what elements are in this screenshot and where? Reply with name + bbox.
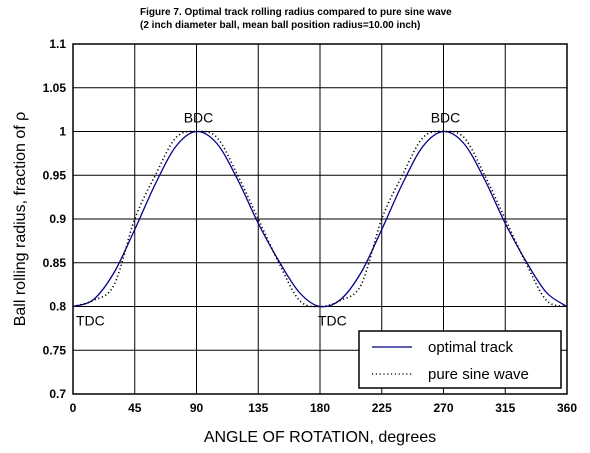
y-tick-label: 1 [59,125,66,139]
y-tick-label: 0.75 [43,343,67,357]
x-axis-title: ANGLE OF ROTATION, degrees [204,429,436,446]
chart-subtitle: (2 inch diameter ball, mean ball positio… [140,20,420,31]
y-tick-label: 1.1 [49,37,66,51]
x-tick-label: 135 [248,401,268,415]
annotation-bdc: BDC [184,110,214,126]
chart-title: Figure 7. Optimal track rolling radius c… [140,7,452,18]
y-tick-label: 0.8 [49,300,66,314]
x-tick-label: 315 [495,401,515,415]
legend-label-sine: pure sine wave [428,366,529,383]
y-tick-label: 1.05 [43,81,67,95]
y-axis-title: Ball rolling radius, fraction of ρ [12,112,29,327]
x-tick-label: 270 [433,401,453,415]
y-tick-label: 0.95 [43,168,67,182]
y-tick-label: 0.85 [43,256,67,270]
x-tick-label: 0 [70,401,77,415]
legend-label-optimal: optimal track [428,339,514,356]
x-tick-label: 180 [310,401,330,415]
x-tick-label: 45 [128,401,142,415]
annotation-tdc: TDC [318,313,347,329]
series-line-optimal-track [72,130,568,308]
annotation-bdc: BDC [431,110,461,126]
x-tick-label: 360 [557,401,577,415]
y-tick-label: 0.9 [49,212,66,226]
legend: optimal track pure sine wave [358,330,562,389]
legend-box [358,330,562,389]
annotation-layer: BDC BDC TDC TDC [76,110,460,329]
y-tick-label: 0.7 [49,387,66,401]
x-tick-label: 90 [190,401,204,415]
plot-area-border [72,43,568,395]
series-layer [72,130,568,308]
x-tick-label: 225 [372,401,392,415]
tick-labels: 0 45 90 135 180 225 270 315 360 0.7 0.75 0.8 0.85 0.9… [43,37,578,415]
annotation-tdc: TDC [76,313,105,329]
